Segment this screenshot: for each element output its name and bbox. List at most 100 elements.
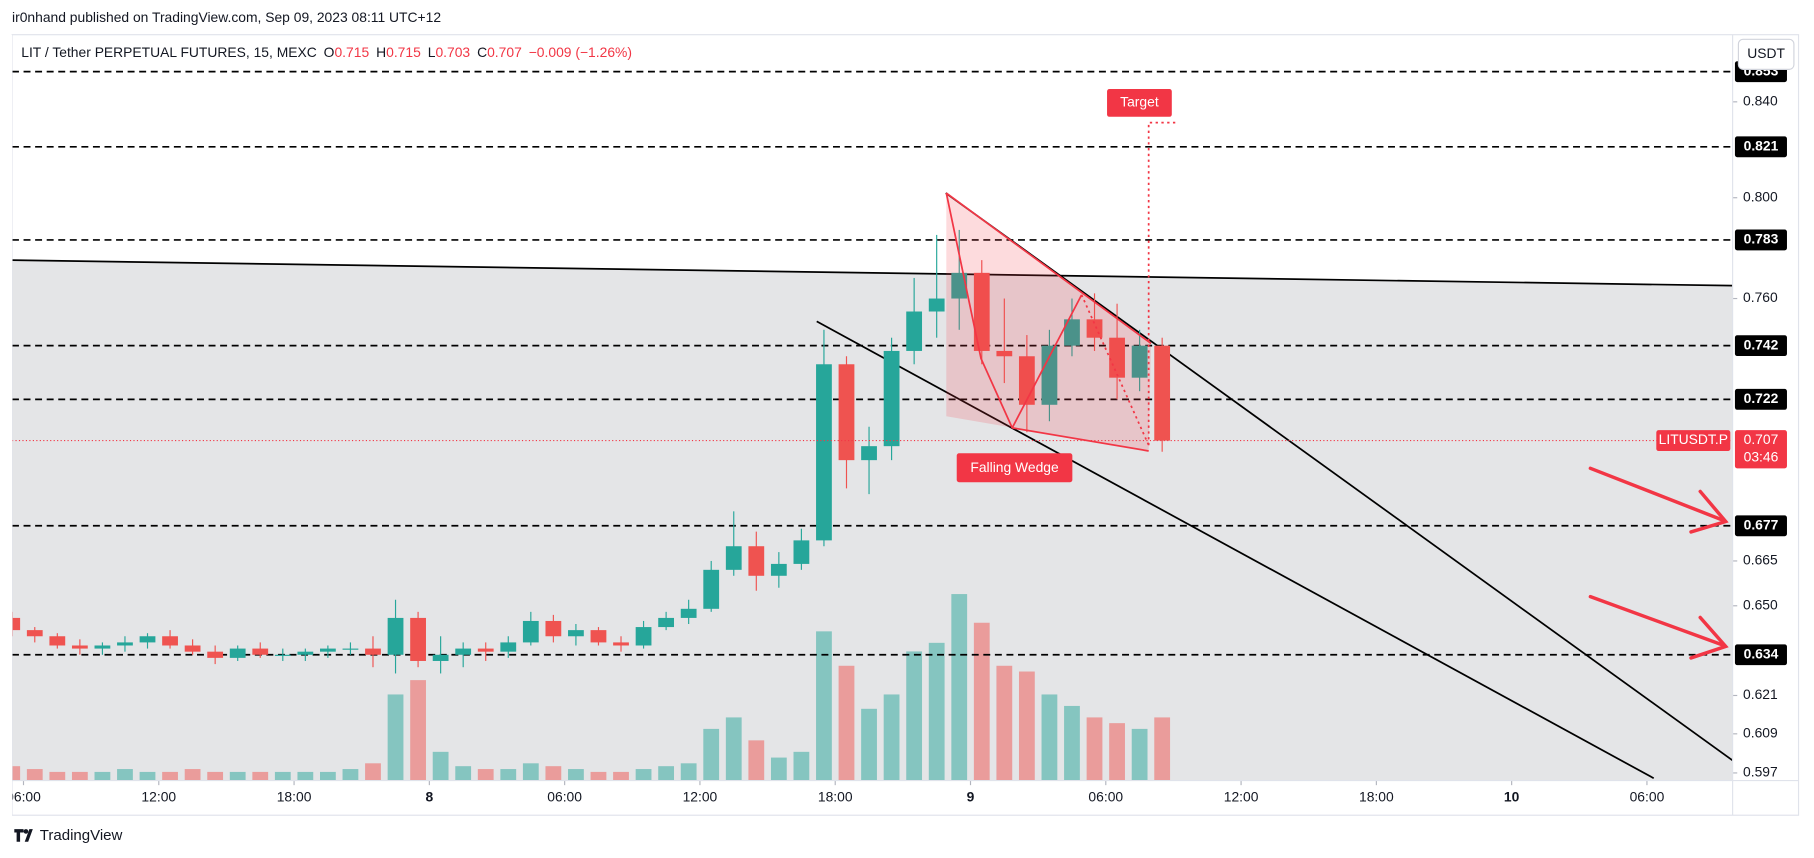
legend-c-value: 0.707 [487,44,522,60]
wedge-leg [945,192,1014,429]
candle-body [680,608,697,618]
x-tick-label: 12:00 [141,789,176,805]
pattern-box [956,453,1073,483]
x-tick-label: 18:00 [1359,789,1394,805]
candle-body [139,636,156,643]
level-label-box [1734,515,1787,537]
x-tick-label: 06:00 [547,789,582,805]
volume-bar [26,769,43,781]
candle-body [274,654,291,656]
legend-symbol: LIT / Tether PERPETUAL FUTURES, 15, MEXC [21,44,317,60]
candle-body [1041,345,1058,405]
price-box [1734,430,1787,469]
candle-body [297,651,314,655]
arrow [1588,466,1726,523]
volume-bar [207,771,224,781]
volume-bar [184,769,201,781]
candle-body [1131,345,1148,378]
candle-body [951,272,968,299]
candle-body [477,648,494,652]
price-label: 0.707 [1744,431,1779,447]
volume-bar [410,680,426,781]
x-tick-label: 10 [1504,789,1520,805]
candle-body [725,546,742,570]
level-label-box [1734,229,1787,251]
volume-bar [387,694,404,781]
volume-bar [883,694,900,781]
candle-body [973,272,990,351]
wedge-edge [1012,426,1149,452]
y-tick-label: 0.621 [1743,686,1778,702]
arrow-head [1689,615,1729,660]
x-tick-label: 8 [425,789,433,805]
volume-bar [1109,723,1125,781]
volume-bar [545,766,562,781]
candle-body [568,630,584,637]
currency-label[interactable]: USDT [1747,45,1785,61]
volume-bar [365,763,381,781]
candle-body [748,546,765,576]
candle-body [162,636,178,646]
volume-bar [162,771,178,781]
trendline [945,192,1734,762]
candle-body [49,636,66,646]
x-tick-label: 12:00 [683,789,718,805]
candle-body [590,630,607,643]
volume-bar [861,708,877,781]
level-label-box [1734,388,1787,410]
x-tick-label: 9 [967,789,975,805]
candle-body [320,648,336,652]
candle-body [207,651,224,658]
volume-bar [94,771,111,781]
currency-button[interactable] [1737,38,1795,70]
candle-body [906,311,923,351]
volume-bar [1064,705,1080,781]
candle-body [71,645,88,649]
y-tick-label: 0.597 [1743,764,1778,780]
volume-bar [635,769,652,781]
volume-bar [1086,717,1103,781]
pattern-label: Falling Wedge [970,459,1059,475]
volume-bar [320,771,336,781]
y-tick-label: 0.800 [1743,188,1778,204]
legend-h-value: 0.715 [386,44,421,60]
volume-bar [297,771,314,781]
volume-bar [838,665,855,781]
range-shade [11,260,1733,781]
candle-body [26,630,43,637]
volume-bar [793,751,810,781]
volume-bar [816,631,832,781]
volume-bar [973,622,990,781]
candle-body [861,446,877,461]
legend-l-value: 0.703 [435,44,470,60]
volume-bar [613,771,629,781]
legend-h: H [376,44,386,60]
candle-body [432,654,449,661]
candle-body [94,645,111,649]
legend-c: C [477,44,487,60]
plot-area [4,70,1734,781]
arrow-head [1689,489,1729,534]
publish-header: ir0nhand published on TradingView.com, S… [12,9,441,25]
legend-o: O [324,44,335,60]
wedge-drawing: Target Falling Wedge [945,89,1178,483]
target-path [1147,121,1178,446]
wedge-edge [945,192,1152,345]
volume-bar [49,771,66,781]
projection [1080,294,1150,446]
candle-body [184,645,201,652]
y-tick-label: 0.840 [1743,93,1778,109]
level-label: 0.821 [1744,137,1779,153]
margin [0,34,12,821]
candle-body [996,350,1013,357]
symbol-box [1656,430,1731,452]
volume-bar [906,651,923,781]
candle-body [365,648,381,655]
brand: TradingView [14,827,123,844]
candle-body [928,298,945,312]
candle-body [229,648,246,658]
candle-body [1154,345,1171,441]
volume-bar [342,769,359,781]
volume-bar [455,766,472,781]
legend-o-value: 0.715 [334,44,369,60]
